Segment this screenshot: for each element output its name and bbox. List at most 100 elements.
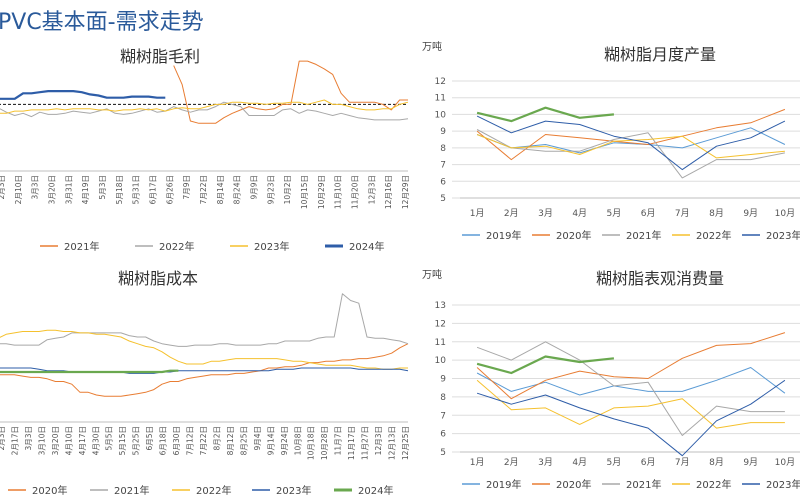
- y-tick-label: 12: [435, 77, 446, 87]
- series-line-2019年: [476, 367, 786, 396]
- chart-title: 糊树脂毛利: [120, 47, 200, 66]
- y-tick-label: 12: [435, 319, 446, 329]
- series-line-2022年: [0, 329, 408, 370]
- series-line-2024年: [476, 106, 615, 123]
- y-tick-label: 11: [435, 94, 446, 104]
- legend-label: 2020年: [32, 484, 67, 497]
- margin-chart: 糊树脂毛利 2月3日 2月10日 3月3日 3月20日 3月31日 4月19日 5月3日 5月1…: [0, 47, 410, 253]
- series-line-2024年: [0, 369, 179, 374]
- y-axis-unit: 万吨: [422, 268, 442, 281]
- y-tick-label: 10: [435, 356, 447, 366]
- x-tick-label: 7月: [675, 208, 690, 219]
- x-tick-label: 8月: [709, 208, 724, 219]
- x-tick-label: 11月27日: [361, 426, 370, 460]
- series-line-2023年: [476, 115, 786, 171]
- legend-label: 2021年: [114, 484, 149, 497]
- series-line-2021年: [173, 60, 408, 124]
- y-tick-label: 7: [440, 161, 446, 171]
- legend-label: 2023年: [254, 240, 289, 253]
- legend-label: 2020年: [556, 478, 591, 491]
- x-tick-label: 12月16日: [384, 175, 393, 209]
- series-line-2024年: [0, 89, 166, 100]
- monthly-output-chart: 糊树脂月度产量 万吨 5 6 7 8 9 10 11 12 1月 2月 3月 4月 5月 6月 7月 8月 9月 10…: [422, 40, 800, 242]
- x-tick-label: 8月12日: [226, 426, 235, 455]
- chart-title: 糊树脂成本: [118, 269, 198, 288]
- series-line-2020年: [0, 343, 409, 397]
- x-tick-label: 4月19日: [81, 175, 90, 204]
- x-tick-label: 2月3日: [0, 426, 6, 451]
- x-tick-label: 3月: [538, 208, 553, 219]
- y-tick-label: 10: [435, 110, 447, 120]
- legend-label: 2023年: [766, 229, 800, 242]
- y-tick-label: 7: [440, 411, 446, 421]
- legend-label: 2020年: [556, 229, 591, 242]
- x-tick-label: 3月: [538, 457, 553, 468]
- y-tick-label: 9: [440, 127, 446, 137]
- legend-label: 2019年: [486, 229, 521, 242]
- x-tick-label: 5月: [607, 457, 622, 468]
- series-line-2022年: [476, 379, 785, 429]
- x-tick-label: 1月: [470, 208, 485, 219]
- legend-label: 2021年: [626, 229, 661, 242]
- series-line-2022年: [0, 101, 409, 121]
- x-tick-label: 2月10日: [14, 175, 23, 204]
- x-tick-label: 8月2日: [212, 426, 221, 451]
- x-tick-label: 10月2日: [283, 175, 292, 204]
- legend-label: 2024年: [358, 484, 393, 497]
- x-tick-label: 3月3日: [24, 426, 33, 451]
- x-tick-label: 6月17日: [149, 175, 158, 204]
- x-tick-label: 3月31日: [64, 175, 73, 204]
- y-tick-label: 6: [440, 430, 446, 440]
- x-tick-label: 12月3日: [367, 175, 376, 204]
- series-line-2021年: [476, 129, 785, 179]
- x-tick-label: 3月20日: [51, 426, 60, 455]
- x-tick-label: 8月24日: [233, 175, 242, 204]
- y-tick-label: 8: [440, 393, 446, 403]
- legend-label: 2023年: [276, 484, 311, 497]
- x-tick-label: 9月9日: [250, 175, 259, 200]
- x-tick-label: 9月23日: [266, 175, 275, 204]
- x-tick-label: 3月10日: [37, 426, 46, 455]
- x-tick-label: 6月: [641, 457, 656, 468]
- x-tick-label: 2月: [504, 208, 519, 219]
- x-tick-label: 4月30日: [91, 426, 100, 455]
- chart-title: 糊树脂月度产量: [604, 45, 716, 64]
- x-tick-label: 10月8日: [293, 426, 302, 455]
- x-tick-label: 9月: [743, 208, 758, 219]
- legend-label: 2019年: [486, 478, 521, 491]
- x-tick-label: 4月: [572, 457, 587, 468]
- x-tick-label: 10月: [775, 457, 795, 468]
- legend-label: 2022年: [196, 484, 231, 497]
- x-tick-label: 4月10日: [64, 426, 73, 455]
- series-line-2020年: [476, 332, 786, 400]
- x-tick-label: 12月3日: [374, 426, 383, 455]
- x-tick-label: 10月: [775, 208, 795, 219]
- x-tick-label: 3月20日: [48, 175, 57, 204]
- cost-chart: 糊树脂成本 2月3日 2月17日 3月3日 3月10日 3月20日 4月10日 4月17日 4月…: [0, 269, 410, 497]
- series-line-2021年: [0, 293, 409, 347]
- x-tick-label: 6月26日: [165, 175, 174, 204]
- x-tick-label: 5月: [607, 208, 622, 219]
- legend-label: 2022年: [696, 229, 731, 242]
- x-tick-label: 7月: [675, 457, 690, 468]
- x-tick-label: 3月3日: [31, 175, 40, 200]
- x-tick-label: 7月12日: [186, 426, 195, 455]
- x-tick-label: 8月: [709, 457, 724, 468]
- series-line-2022年: [476, 134, 785, 159]
- x-tick-label: 8月14日: [216, 175, 225, 204]
- series-line-2023年: [0, 99, 409, 114]
- legend-label: 2022年: [159, 240, 194, 253]
- x-tick-label: 6月5日: [145, 426, 154, 451]
- x-tick-label: 1月: [470, 457, 485, 468]
- x-tick-label: 9月14日: [266, 426, 275, 455]
- x-tick-label: 6月18日: [159, 426, 168, 455]
- x-tick-label: 9月24日: [280, 426, 289, 455]
- x-tick-label: 5月25日: [132, 426, 141, 455]
- series-line-2023年: [476, 379, 786, 457]
- x-tick-label: 4月17日: [78, 426, 87, 455]
- x-tick-label: 8月25日: [239, 426, 248, 455]
- y-tick-label: 6: [440, 177, 446, 187]
- x-tick-label: 5月5日: [105, 426, 114, 451]
- x-tick-label: 12月25日: [401, 426, 410, 460]
- x-tick-label: 9月: [743, 457, 758, 468]
